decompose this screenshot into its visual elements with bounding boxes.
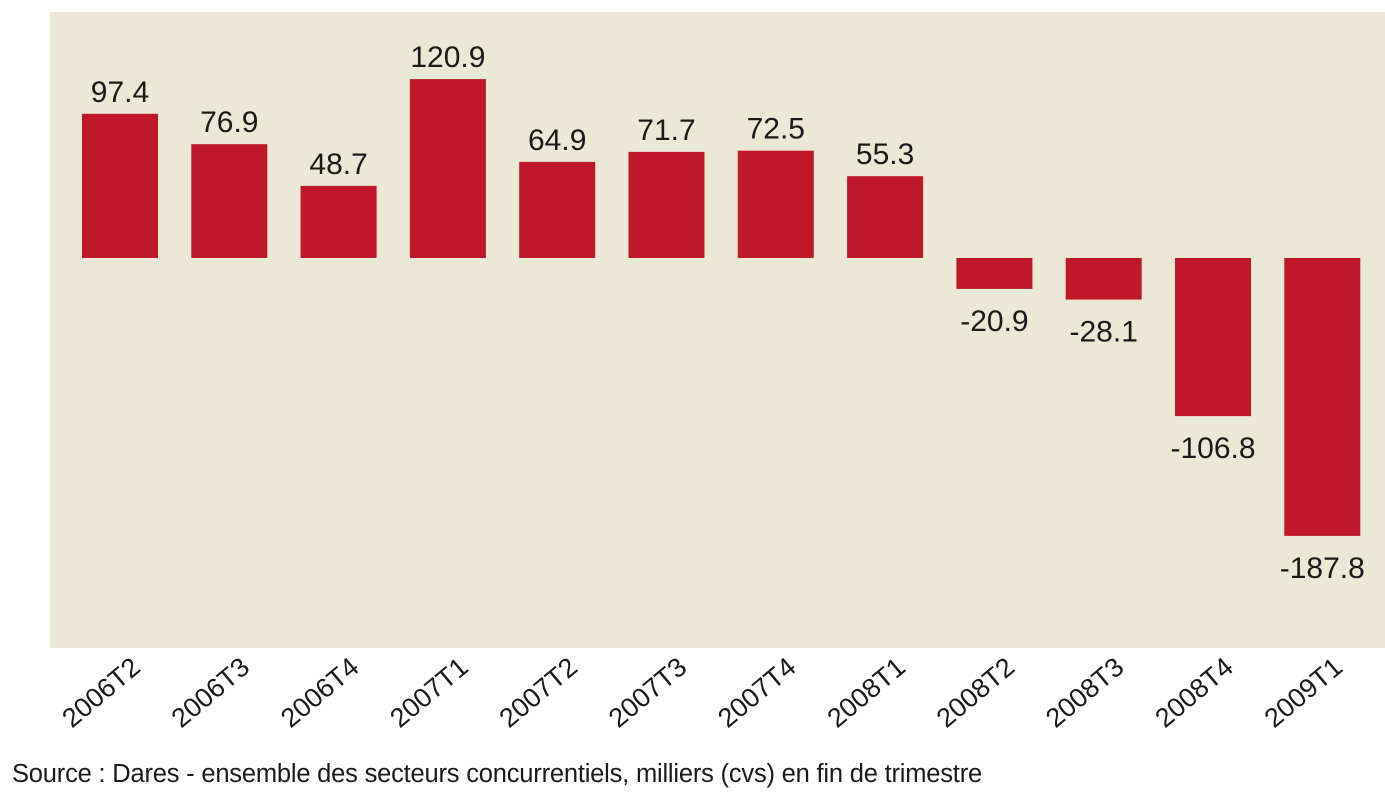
bar-2007T2 [519, 161, 596, 258]
value-label-2008T1: 55.3 [856, 138, 914, 171]
value-labels-group: 97.4 76.9 48.7 120.9 64.9 71.7 72.5 55.3 -20.9 -2… [91, 41, 1365, 585]
bar-2009T1 [1284, 258, 1361, 536]
x-tick-labels-group: 2006T2 2006T3 2006T4 2007T1 2007T2 2007T3 2007… [56, 652, 1348, 734]
value-label-2006T3: 76.9 [200, 106, 258, 139]
x-tick-2006T2: 2006T2 [56, 652, 145, 734]
bar-2008T2 [956, 258, 1033, 289]
value-label-2007T4: 72.5 [747, 113, 805, 146]
value-label-2009T1: -187.8 [1280, 552, 1365, 585]
x-tick-2007T3: 2007T3 [603, 652, 692, 734]
x-tick-2009T1: 2009T1 [1259, 652, 1348, 734]
source-note: Source : Dares - ensemble des secteurs c… [12, 760, 982, 788]
bar-2006T4 [300, 185, 377, 258]
value-label-2008T3: -28.1 [1070, 316, 1138, 349]
bar-2008T3 [1065, 258, 1142, 300]
value-label-2008T2: -20.9 [960, 305, 1028, 338]
value-label-2006T2: 97.4 [91, 76, 149, 109]
value-label-2008T4: -106.8 [1170, 432, 1255, 465]
x-tick-2006T3: 2006T3 [166, 652, 255, 734]
x-tick-2008T1: 2008T1 [822, 652, 911, 734]
x-tick-2008T2: 2008T2 [931, 652, 1020, 734]
value-label-2006T4: 48.7 [309, 148, 367, 181]
bar-2007T1 [409, 79, 486, 258]
x-tick-2007T4: 2007T4 [712, 652, 801, 734]
value-label-2007T1: 120.9 [410, 41, 485, 74]
x-tick-2008T4: 2008T4 [1149, 652, 1238, 734]
x-tick-2006T4: 2006T4 [275, 652, 364, 734]
bar-2007T3 [628, 151, 705, 258]
bar-2007T4 [737, 150, 814, 258]
value-label-2007T2: 64.9 [528, 124, 586, 157]
x-tick-2007T1: 2007T1 [384, 652, 473, 734]
bar-2006T2 [82, 113, 158, 258]
bar-2008T4 [1175, 258, 1251, 417]
bar-2008T1 [847, 176, 924, 258]
x-tick-2007T2: 2007T2 [494, 652, 583, 734]
plot-area [50, 12, 1385, 648]
bars-group [82, 79, 1361, 536]
x-tick-2008T3: 2008T3 [1040, 652, 1129, 734]
value-label-2007T3: 71.7 [637, 114, 695, 147]
bar-2006T3 [191, 144, 268, 258]
